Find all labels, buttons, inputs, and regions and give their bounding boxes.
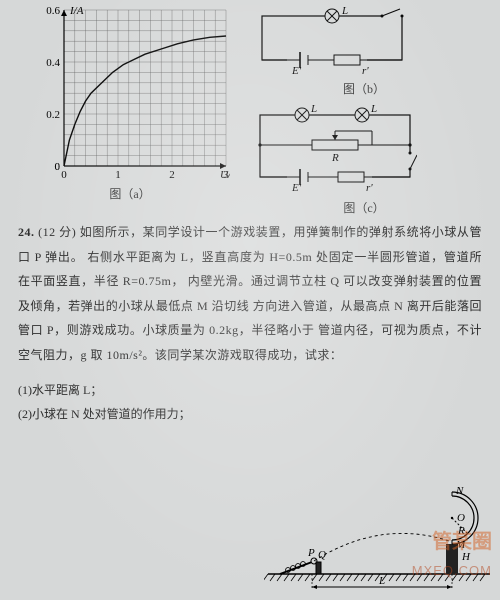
svg-text:I/A: I/A (69, 5, 84, 17)
svg-text:P: P (307, 547, 315, 559)
problem-q1: (1)水平距离 L； (0, 378, 500, 403)
svg-text:0: 0 (61, 169, 67, 179)
watermark-sub: MXEQ.COM (412, 563, 492, 578)
fig-a-caption: 图（a） (30, 185, 230, 202)
watermark-main: 管某圈 (432, 525, 492, 554)
problem-number: 24. (18, 225, 35, 239)
svg-text:E': E' (291, 182, 302, 193)
svg-text:R: R (331, 152, 339, 164)
svg-text:r': r' (362, 65, 369, 74)
fig-c-caption: 图（c） (242, 199, 486, 216)
svg-text:L: L (310, 103, 317, 115)
svg-text:1: 1 (115, 169, 121, 179)
circuit-b: L E' r' (242, 4, 417, 74)
svg-text:O: O (457, 512, 465, 524)
svg-text:L: L (370, 103, 377, 115)
problem-q2: (2)小球在 N 处对管道的作用力； (0, 402, 500, 427)
svg-text:L: L (378, 575, 385, 587)
svg-text:N: N (455, 485, 464, 497)
iv-chart: 012300.20.40.60U/VI/A (30, 4, 230, 179)
svg-text:U/V: U/V (220, 169, 230, 179)
svg-text:0: 0 (55, 161, 61, 173)
svg-text:2: 2 (169, 169, 175, 179)
fig-b-caption: 图（b） (242, 80, 486, 97)
svg-text:E': E' (291, 65, 302, 74)
svg-text:0.4: 0.4 (46, 57, 60, 69)
circuit-c: L L R E' r' (242, 103, 417, 193)
problem-24-body: 24. (12 分) 如图所示，某同学设计一个游戏装置，用弹簧制作的弹射系统将小… (0, 216, 500, 378)
problem-points: (12 分) (38, 225, 76, 239)
svg-text:0.6: 0.6 (46, 5, 60, 17)
svg-text:L: L (341, 5, 348, 17)
svg-text:r': r' (366, 182, 373, 193)
svg-text:0.2: 0.2 (46, 109, 60, 121)
